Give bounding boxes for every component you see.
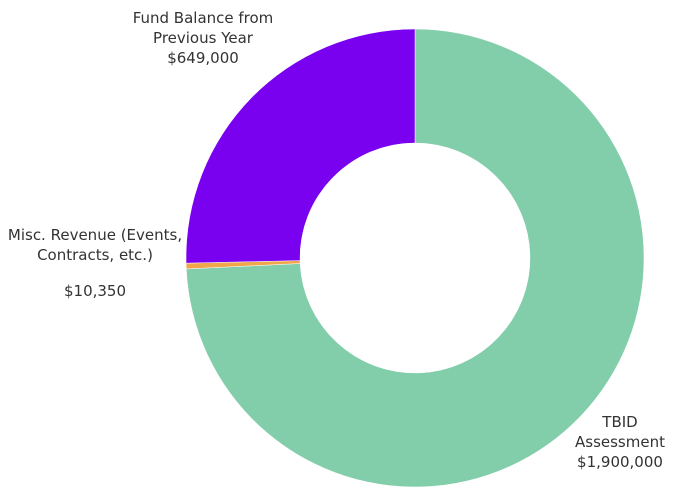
category-label: Fund Balance from Previous Year [132, 9, 274, 47]
value-label: $1,900,000 [577, 453, 663, 471]
value-label: $649,000 [167, 49, 239, 67]
donut-slice [186, 28, 645, 488]
slice-label: Misc. Revenue (Events, Contracts, etc.) $… [5, 225, 185, 301]
category-label: TBID Assessment [575, 413, 665, 451]
value-label: $10,350 [63, 282, 127, 300]
slice-label: TBID Assessment $1,900,000 [572, 412, 668, 472]
category-label: Misc. Revenue (Events, Contracts, etc.) [7, 226, 183, 264]
slice-label: Fund Balance from Previous Year $649,000 [130, 8, 276, 68]
donut-slice [185, 28, 416, 264]
